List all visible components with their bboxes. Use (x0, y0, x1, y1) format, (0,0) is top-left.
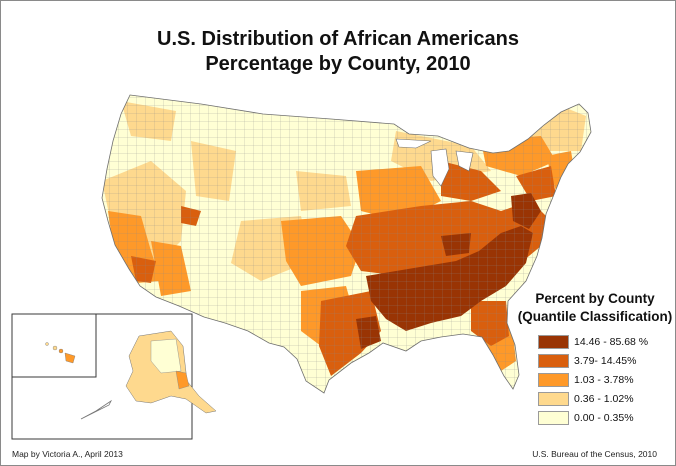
alaska-shape (80, 330, 217, 420)
lake-michigan (430, 148, 450, 187)
legend-label: 0.00 - 0.35% (574, 412, 634, 424)
legend-item: 0.00 - 0.35% (538, 411, 648, 425)
legend: 14.46 - 85.68 % 3.79- 14.45% 1.03 - 3.78… (538, 335, 648, 430)
legend-title: Percent by County (Quantile Classificati… (513, 290, 676, 326)
map-author-credit: Map by Victoria A., April 2013 (12, 449, 123, 459)
lake-superior (395, 138, 432, 149)
lake-huron (455, 150, 474, 172)
legend-label: 0.36 - 1.02% (574, 393, 634, 405)
map-title: U.S. Distribution of African Americans P… (1, 27, 675, 77)
hawaii-shape (45, 342, 76, 364)
legend-swatch (538, 354, 569, 368)
legend-swatch (538, 373, 569, 387)
legend-item: 14.46 - 85.68 % (538, 335, 648, 349)
data-source-credit: U.S. Bureau of the Census, 2010 (532, 449, 657, 459)
title-line-1: U.S. Distribution of African Americans (157, 28, 519, 50)
legend-item: 0.36 - 1.02% (538, 392, 648, 406)
title-line-2: Percentage by County, 2010 (205, 53, 471, 75)
legend-swatch (538, 335, 569, 349)
legend-item: 3.79- 14.45% (538, 354, 648, 368)
legend-title-line-2: (Quantile Classification) (517, 309, 673, 324)
legend-item: 1.03 - 3.78% (538, 373, 648, 387)
legend-label: 3.79- 14.45% (574, 355, 637, 367)
legend-title-line-1: Percent by County (535, 291, 655, 306)
inset-divider (12, 314, 97, 378)
legend-swatch (538, 411, 569, 425)
legend-swatch (538, 392, 569, 406)
legend-label: 1.03 - 3.78% (574, 374, 634, 386)
legend-label: 14.46 - 85.68 % (574, 336, 649, 348)
